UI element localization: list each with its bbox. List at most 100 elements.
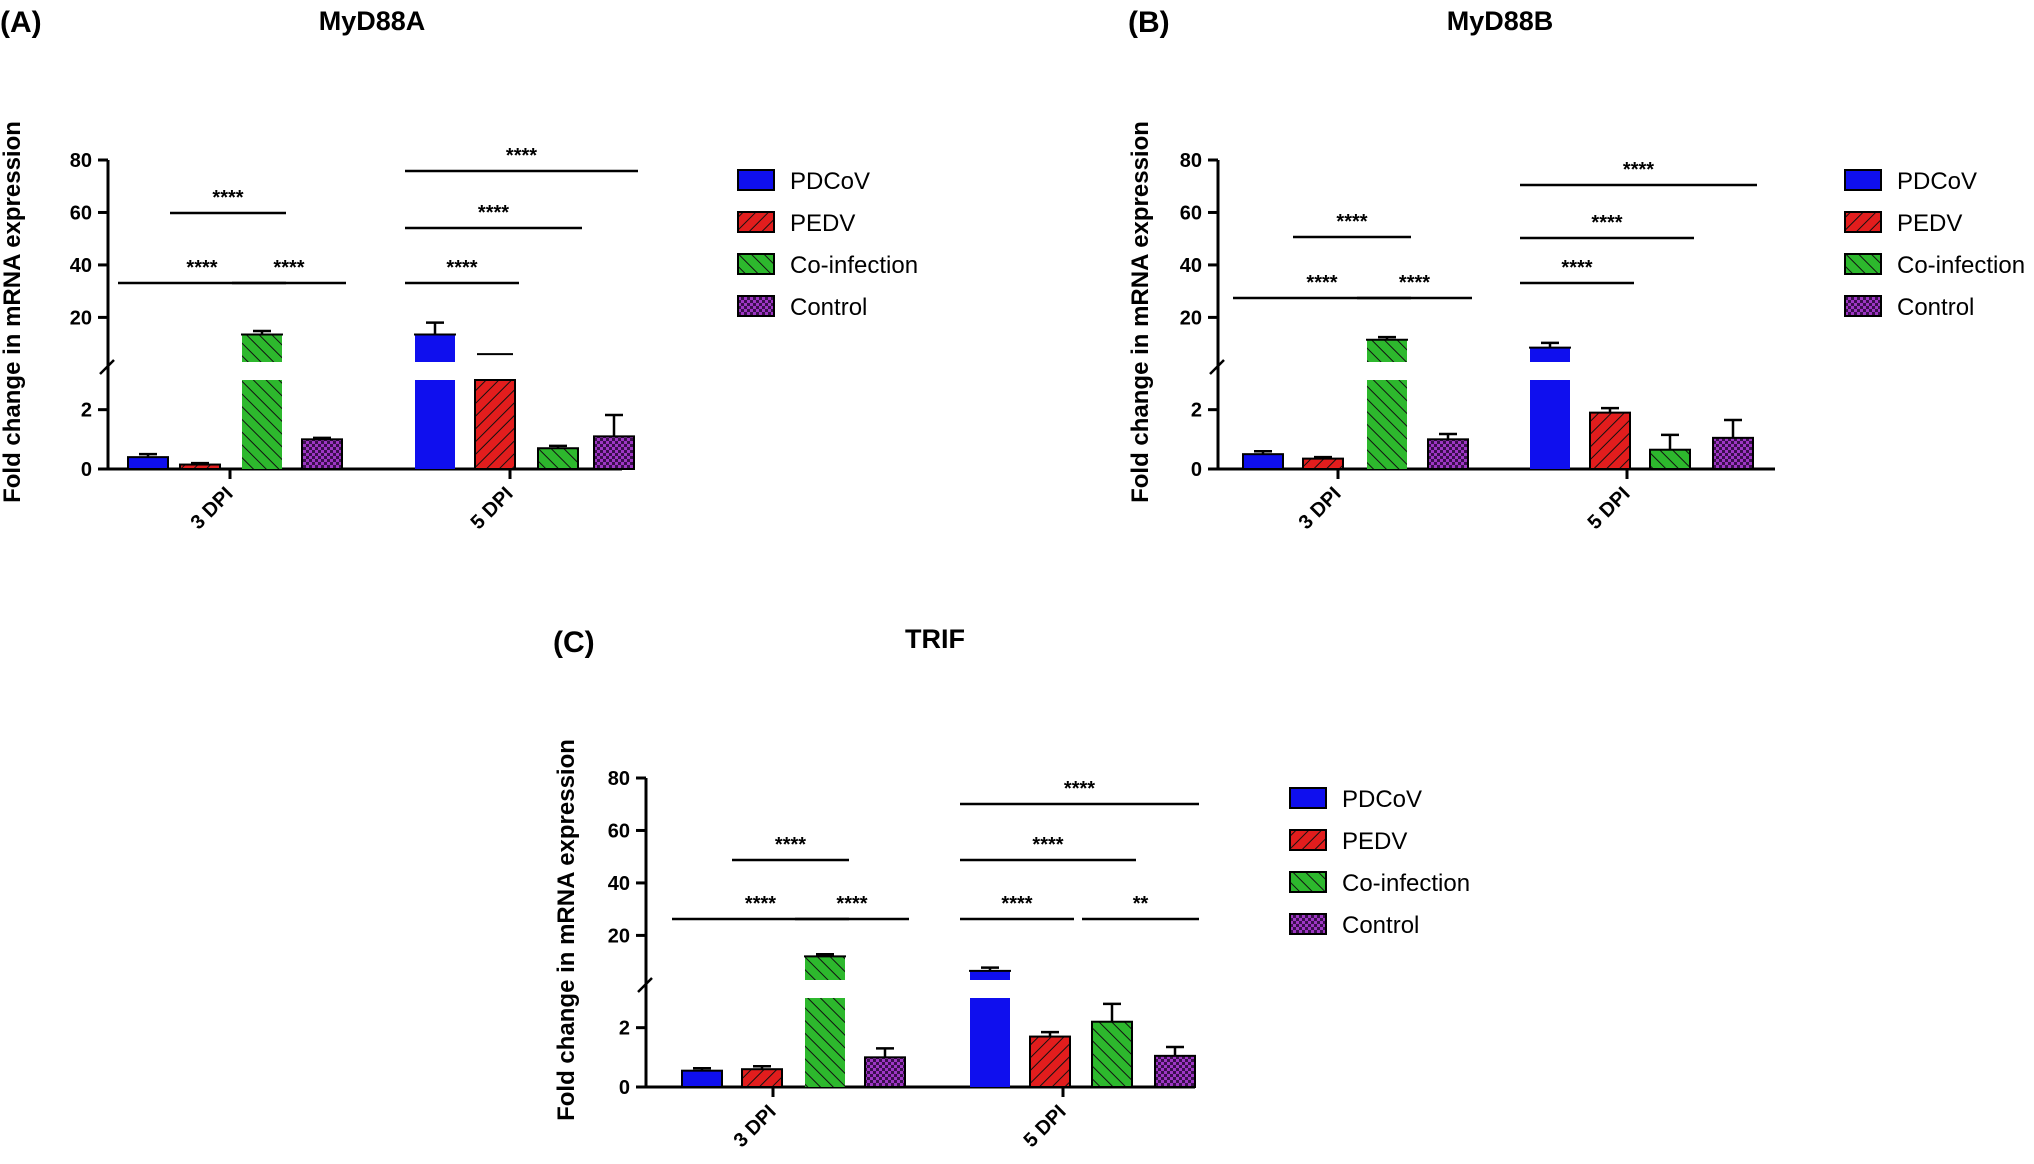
legend-label: Control [1342,912,1419,939]
significance-label: **** [273,257,304,279]
legend-swatch-pedv [1289,829,1327,851]
y-tick-label: 60 [70,202,92,224]
significance-label: **** [745,893,776,915]
y-tick-label: 0 [1191,459,1202,481]
bar-control [1712,436,1754,471]
y-axis-label: Fold change in mRNA expression [553,739,580,1121]
significance-label: **** [446,257,477,279]
y-tick-label: 80 [1180,150,1202,172]
bar-pdcov-upper [415,334,455,362]
bar-co-infection [1367,380,1407,469]
legend: PDCoV PEDV Co-infection Control [737,168,918,321]
chart-title: TRIF [905,624,965,654]
legend-swatch-co-infection [737,253,775,275]
legend-swatch-pedv [1844,211,1882,233]
legend-label: PEDV [790,210,855,237]
bar-control [1427,438,1469,471]
chart-title: MyD88A [319,6,426,36]
significance-label: **** [1336,211,1367,233]
legend-swatch-co-infection [1289,871,1327,893]
legend-label: Co-infection [1897,252,2025,279]
bar-pdcov [681,1069,723,1089]
bar-pdcov [970,998,1010,1087]
significance-label: **** [1591,212,1622,234]
y-tick-label: 20 [1180,307,1202,329]
bar-pedv [1029,1035,1071,1088]
y-tick-label: 2 [619,1018,630,1040]
chart-title: MyD88B [1447,6,1554,36]
significance-label: **** [775,834,806,856]
significance-label: **** [836,893,867,915]
bar-pdcov [1530,380,1570,469]
bar-co-infection [1649,448,1691,471]
bar-co-infection [805,998,845,1087]
y-tick-label: 60 [1180,202,1202,224]
x-tick-label: 3 DPI [1295,483,1346,534]
legend-swatch-control [737,295,775,317]
legend-label: Co-infection [790,252,918,279]
y-tick-label: 2 [1191,400,1202,422]
legend-swatch-pedv [737,211,775,233]
significance-label: **** [186,257,217,279]
legend-label: PDCoV [790,168,870,195]
bar-pedv [474,379,516,470]
y-axis-label: Fold change in mRNA expression [1127,121,1154,503]
y-tick-label: 2 [81,400,92,422]
legend-swatch-pdcov [1289,787,1327,809]
y-tick-label: 0 [81,459,92,481]
panel-label: (C) [553,626,595,659]
axis-break-mark [637,977,653,993]
legend-swatch-pdcov [737,169,775,191]
legend-label: Control [790,294,867,321]
bar-co-infection [1091,1020,1133,1089]
panel-a: (A) MyD88A Fold change in mRNA expressio… [0,6,918,534]
legend: PDCoV PEDV Co-infection Control [1289,786,1470,939]
y-tick-label: 40 [608,873,630,895]
significance-label: **** [212,187,243,209]
legend-label: Control [1897,294,1974,321]
bar-pedv [179,463,221,470]
x-tick-label: 5 DPI [467,483,518,534]
panel-c: (C) TRIF Fold change in mRNA expression … [553,624,1470,1152]
bar-co-infection [242,380,282,469]
panel-label: (B) [1128,6,1170,39]
significance-label: ** [1133,893,1149,915]
bar-control [593,435,635,471]
bar-co-infection-upper [805,956,845,980]
legend-label: PEDV [1897,210,1962,237]
significance-label: **** [1561,257,1592,279]
axis-break-mark [1209,359,1225,375]
bar-co-infection-upper [242,334,282,362]
bar-pdcov [1242,453,1284,470]
bar-pedv [1302,457,1344,471]
x-tick-label: 5 DPI [1020,1101,1071,1152]
legend-label: PDCoV [1342,786,1422,813]
panel-b: (B) MyD88B Fold change in mRNA expressio… [1127,6,2025,534]
legend-label: Co-infection [1342,870,1470,897]
bar-co-infection [537,447,579,471]
legend-swatch-pdcov [1844,169,1882,191]
bar-control [864,1056,906,1089]
significance-label: **** [478,202,509,224]
significance-label: **** [1306,272,1337,294]
y-tick-label: 80 [608,768,630,790]
y-tick-label: 0 [619,1077,630,1099]
bar-co-infection-upper [1367,339,1407,362]
x-tick-label: 3 DPI [730,1101,781,1152]
x-tick-label: 3 DPI [187,483,238,534]
y-tick-label: 20 [608,925,630,947]
bar-pdcov [127,456,169,470]
y-tick-label: 80 [70,150,92,172]
bar-pdcov [415,380,455,469]
legend-swatch-control [1289,913,1327,935]
bar-pdcov-upper [970,970,1010,980]
bar-pdcov-upper [1530,347,1570,362]
legend: PDCoV PEDV Co-infection Control [1844,168,2025,321]
panel-label: (A) [0,6,42,39]
axis-break-mark [99,359,115,375]
bar-control [301,438,343,471]
significance-label: **** [506,145,537,167]
